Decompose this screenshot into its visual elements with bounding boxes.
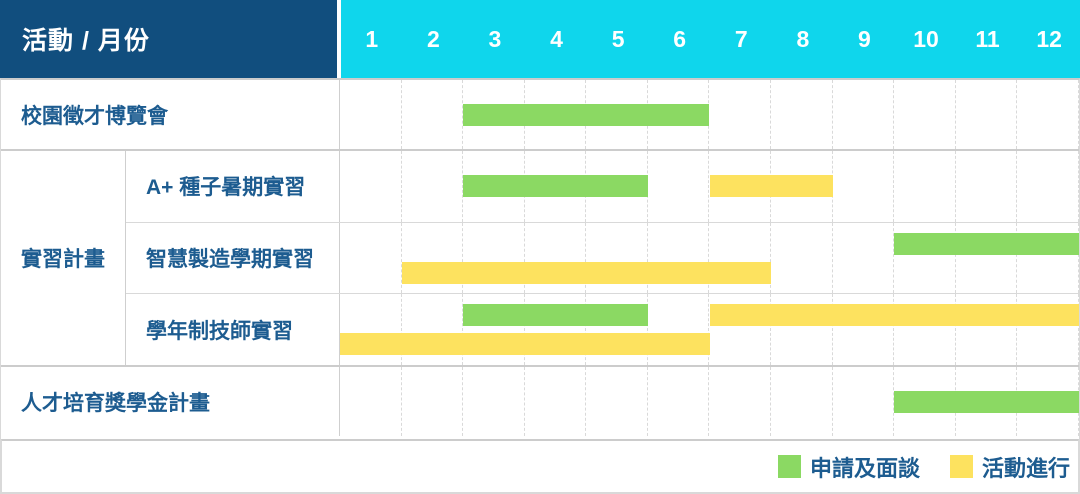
month-grid-cell <box>833 367 895 436</box>
legend: 申請及面談 活動進行 <box>1 439 1079 493</box>
month-grid-cell <box>648 151 710 222</box>
month-grid-cell <box>833 294 895 366</box>
month-grid-cell <box>833 151 895 222</box>
month-grid-cell <box>709 294 772 366</box>
month-header-cell: 8 <box>796 25 810 52</box>
month-grid-cell <box>894 294 956 366</box>
month-grid-cell <box>586 294 648 366</box>
row-label: 人才培育獎學金計畫 <box>1 367 340 436</box>
month-grid-cell <box>340 222 402 294</box>
task-row: 人才培育獎學金計畫 <box>1 367 1079 436</box>
month-grid-cell <box>463 294 525 366</box>
month-grid-cell <box>709 80 772 149</box>
legend-label: 活動進行 <box>981 455 1070 481</box>
month-grid-cell <box>586 222 648 294</box>
month-grid-cell <box>833 80 895 149</box>
legend-swatch-yellow <box>949 455 973 478</box>
month-grid-cell <box>463 222 525 294</box>
month-grid-cell <box>1017 294 1079 366</box>
timeline <box>340 80 1079 149</box>
month-grid-cell <box>648 294 710 366</box>
month-grid-cell <box>402 222 464 294</box>
month-header-cell: 7 <box>734 25 748 52</box>
legend-swatch-green <box>777 455 801 478</box>
task-row: A+ 種子暑期實習 <box>126 151 1079 222</box>
month-grid-cell <box>709 222 772 294</box>
month-grid-cell <box>956 294 1018 366</box>
month-grid-cell <box>402 367 464 436</box>
month-grid-cell <box>771 80 833 149</box>
month-header-cell: 6 <box>673 25 687 52</box>
month-grid-cell <box>894 222 956 294</box>
bar-apply-interview <box>894 390 1079 413</box>
timeline <box>340 151 1079 222</box>
bar-apply-interview <box>894 232 1079 255</box>
group-label: 實習計畫 <box>1 151 126 365</box>
legend-label: 申請及面談 <box>809 455 920 481</box>
month-grid-cell <box>402 294 464 366</box>
month-header-cell: 12 <box>1036 25 1062 52</box>
month-grid-cell <box>648 222 710 294</box>
month-grid-cell <box>340 80 402 149</box>
month-grid-cell <box>340 151 402 222</box>
gantt-body: 校園徵才博覽會 實習計畫 A+ 種子暑期實習 智慧製造學期實習 學年制技師實習 人才培育獎… <box>0 78 1080 494</box>
month-grid-cell <box>771 294 833 366</box>
month-grid-cell <box>648 367 710 436</box>
bar-activity <box>401 261 772 284</box>
bar-apply-interview <box>463 175 648 198</box>
month-header-cell: 9 <box>858 25 871 52</box>
legend-item: 活動進行 <box>949 451 1070 483</box>
month-header-cell: 10 <box>913 25 939 52</box>
month-grid-cell <box>402 80 464 149</box>
bar-apply-interview <box>463 103 710 126</box>
task-group: 實習計畫 A+ 種子暑期實習 智慧製造學期實習 學年制技師實習 <box>1 149 1079 367</box>
month-grid-cell <box>340 294 402 366</box>
month-grid-cell <box>525 367 587 436</box>
month-header-cell: 4 <box>550 25 563 52</box>
row-label: 學年制技師實習 <box>126 294 340 366</box>
month-grid-cell <box>771 222 833 294</box>
month-grid-cell <box>771 367 833 436</box>
month-header-strip: 1 2 3 4 5 6 7 8 9 10 11 12 <box>341 0 1080 78</box>
month-grid-cell <box>709 367 772 436</box>
month-grid-cell <box>463 367 525 436</box>
month-grid-cell <box>956 222 1018 294</box>
month-grid-cell <box>525 294 587 366</box>
month-header-cell: 11 <box>975 25 1000 52</box>
month-grid-cell <box>1017 151 1079 222</box>
month-grid-cell <box>586 367 648 436</box>
month-grid-cell <box>340 367 402 436</box>
bar-activity <box>709 304 1079 327</box>
month-grid-cell <box>956 151 1018 222</box>
month-header-cell: 3 <box>488 25 502 52</box>
month-grid-cell <box>833 222 895 294</box>
group-subrows: A+ 種子暑期實習 智慧製造學期實習 學年制技師實習 <box>126 151 1079 366</box>
header-row: 活動 / 月份 1 2 3 4 5 6 7 8 9 10 11 12 <box>0 0 1080 78</box>
row-label: 智慧製造學期實習 <box>126 222 340 294</box>
month-grid-cell <box>1017 222 1079 294</box>
timeline <box>340 222 1079 294</box>
month-header-cell: 5 <box>611 25 625 52</box>
legend-item: 申請及面談 <box>777 451 920 483</box>
task-row: 智慧製造學期實習 <box>126 221 1079 294</box>
bar-apply-interview <box>463 304 648 327</box>
month-header-cell: 1 <box>365 25 379 52</box>
month-grid-cell <box>525 222 587 294</box>
row-label: 校園徵才博覽會 <box>1 80 340 149</box>
month-header-cell: 2 <box>426 25 440 52</box>
bar-activity <box>709 175 833 198</box>
month-grid-cell <box>894 151 956 222</box>
month-grid-cell <box>402 151 464 222</box>
task-row: 校園徵才博覽會 <box>1 80 1079 149</box>
timeline <box>340 367 1079 436</box>
month-grid-cell <box>956 80 1018 149</box>
month-grid-cell <box>894 80 956 149</box>
corner-header: 活動 / 月份 <box>0 0 337 78</box>
row-label: A+ 種子暑期實習 <box>126 151 340 222</box>
task-row: 學年制技師實習 <box>126 293 1079 366</box>
month-grid-cell <box>1017 80 1079 149</box>
bar-activity <box>340 333 710 356</box>
timeline <box>340 294 1079 366</box>
